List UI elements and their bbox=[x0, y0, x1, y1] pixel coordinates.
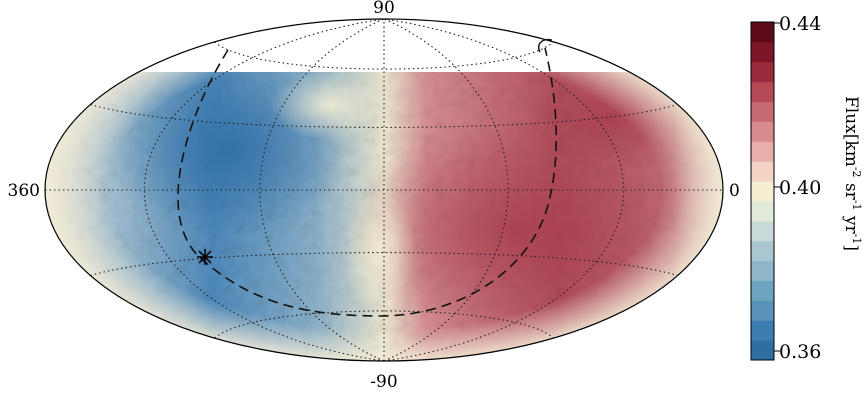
dashed-contour-tail bbox=[538, 38, 553, 53]
colorbar-segment bbox=[751, 81, 774, 103]
sky-map-border bbox=[44, 18, 724, 362]
colorbar-segment bbox=[751, 41, 774, 63]
colorbar-tick-label-min: 0.36 bbox=[779, 341, 821, 363]
colorbar-segment bbox=[751, 340, 774, 361]
colorbar-label-mid1: sr bbox=[841, 178, 861, 201]
colorbar-segment bbox=[751, 181, 774, 202]
colorbar-label-sup3: -1 bbox=[850, 234, 863, 245]
colorbar-label-sup1: -2 bbox=[850, 167, 863, 178]
meridian-line bbox=[383, 19, 509, 361]
tick-lat-bottom: -90 bbox=[370, 372, 397, 392]
colorbar-tick-label-max: 0.44 bbox=[779, 13, 821, 35]
colorbar-segment bbox=[751, 300, 774, 321]
tick-lon-left: 360 bbox=[8, 181, 40, 201]
colorbar-label-mid2: yr bbox=[841, 211, 861, 235]
colorbar-frame bbox=[750, 21, 775, 361]
colorbar-tick-label-mid: 0.40 bbox=[779, 177, 821, 199]
colorbar-label-main: Flux[km bbox=[841, 96, 861, 167]
colorbar-label: Flux[km-2 sr-1 yr-1] bbox=[841, 96, 863, 251]
colorbar-segment bbox=[751, 121, 774, 142]
sky-map bbox=[45, 19, 723, 361]
tick-lat-top: 90 bbox=[373, 0, 395, 18]
colorbar-segment bbox=[751, 61, 774, 83]
parallel-line bbox=[214, 41, 554, 70]
star-marker bbox=[197, 249, 213, 265]
colorbar-segment bbox=[751, 320, 774, 341]
tick-lon-right: 0 bbox=[729, 181, 740, 201]
colorbar-label-end: ] bbox=[841, 244, 861, 251]
colorbar-segment bbox=[751, 161, 774, 182]
colorbar-segment bbox=[751, 22, 774, 43]
meridian-line bbox=[259, 19, 385, 361]
colorbar-segment bbox=[751, 240, 774, 262]
colorbar-segment bbox=[751, 200, 774, 222]
colorbar-segment bbox=[751, 101, 774, 122]
graticule bbox=[45, 19, 723, 361]
colorbar-segment bbox=[751, 141, 774, 162]
colorbar-label-sup2: -1 bbox=[850, 200, 863, 211]
parallel-line bbox=[214, 310, 554, 339]
colorbar bbox=[751, 22, 774, 361]
colorbar-segment bbox=[751, 280, 774, 301]
colorbar-segment bbox=[751, 220, 774, 242]
dashed-contour bbox=[177, 47, 558, 317]
colorbar-segment bbox=[751, 260, 774, 281]
